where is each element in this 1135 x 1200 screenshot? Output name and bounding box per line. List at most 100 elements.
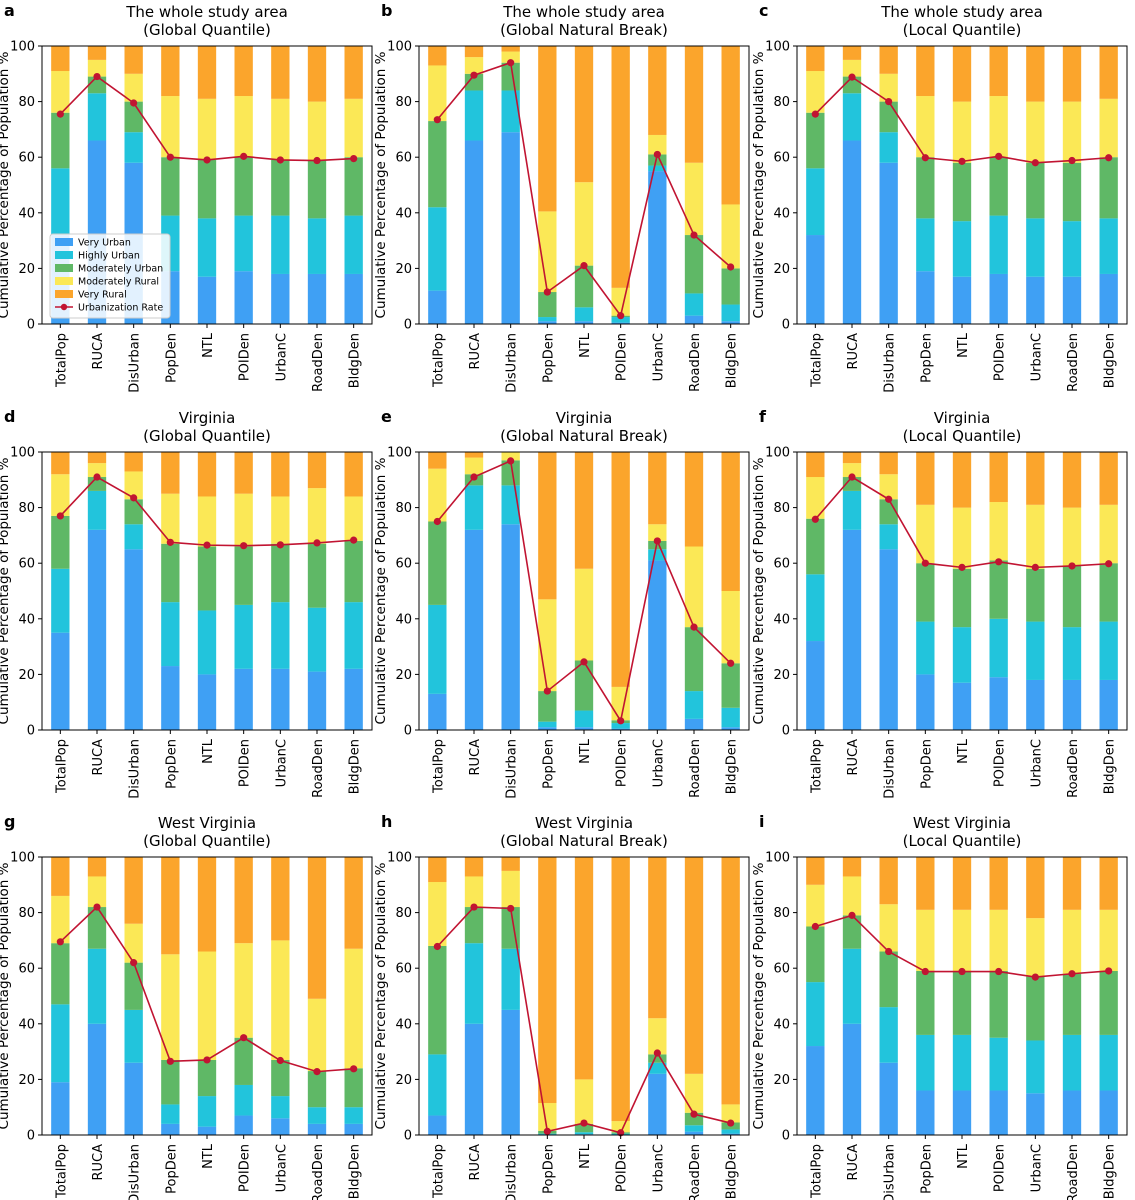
bar-moderately-urban <box>879 951 898 1008</box>
urbanization-rate-point <box>240 1034 248 1042</box>
legend-swatch <box>55 238 73 246</box>
urbanization-rate-point <box>995 967 1003 976</box>
panel-letter: e <box>381 407 392 426</box>
x-tick-label: NTL <box>201 738 216 764</box>
panel-b: b The whole study area(Global Natural Bre… <box>373 1 750 393</box>
bar-very-rural <box>464 857 484 877</box>
bar-very-urban <box>501 132 520 324</box>
bar-highly-urban <box>611 317 630 323</box>
bar-very-urban <box>916 674 935 730</box>
bar-very-rural <box>916 452 935 505</box>
bar-very-urban <box>1099 273 1118 324</box>
bar-very-rural <box>684 46 704 163</box>
bar-moderately-rural <box>307 101 327 160</box>
bar-moderately-urban <box>464 907 484 944</box>
x-tick-label: RoadDen <box>688 333 703 392</box>
bar-very-urban <box>197 276 217 324</box>
y-tick-label: 0 <box>782 1129 790 1144</box>
bar-very-urban <box>721 1133 740 1135</box>
bar-moderately-rural <box>124 923 143 963</box>
bar-very-urban <box>1026 1093 1045 1135</box>
panel-a: a The whole study area(Global Quantile) 0 2… <box>0 1 373 393</box>
bar-very-rural <box>648 857 667 1019</box>
bar-very-rural <box>611 452 630 687</box>
bar-very-rural <box>234 857 253 944</box>
urbanization-rate-point <box>166 1057 174 1065</box>
bar-moderately-urban <box>428 945 447 1055</box>
bar-moderately-rural <box>952 909 972 971</box>
x-tick-label: PopDen <box>541 739 556 789</box>
bar-moderately-urban <box>952 568 972 628</box>
bar-highly-urban <box>464 485 484 530</box>
legend-marker <box>60 303 68 311</box>
y-tick-label: 80 <box>395 95 412 110</box>
legend-swatch <box>55 264 73 272</box>
bar-very-rural <box>721 46 740 205</box>
y-tick-label: 60 <box>773 962 790 977</box>
y-tick-label: 80 <box>18 501 35 516</box>
bar-moderately-urban <box>916 563 935 622</box>
bar-very-rural <box>428 857 447 883</box>
bar-very-rural <box>51 857 70 896</box>
bar-moderately-rural <box>989 502 1008 561</box>
bar-very-rural <box>87 46 107 60</box>
bar-highly-urban <box>501 485 520 525</box>
bar-moderately-rural <box>87 59 107 77</box>
bar-very-urban <box>501 524 520 730</box>
x-tick-label: POIDen <box>615 1144 630 1192</box>
bar-very-urban <box>879 549 898 730</box>
bar-moderately-urban <box>1099 157 1118 219</box>
x-tick-label: RUCA <box>91 333 106 370</box>
bar-very-rural <box>648 46 667 135</box>
urbanization-rate-point <box>727 1119 735 1127</box>
urbanization-rate-point <box>653 150 661 159</box>
chart-subtitle: (Global Quantile) <box>143 427 271 445</box>
x-tick-label: UrbanC <box>651 739 666 787</box>
panel-letter: f <box>759 407 767 426</box>
bar-moderately-urban <box>271 159 290 216</box>
bar-very-rural <box>721 857 740 1105</box>
bar-moderately-urban <box>1026 162 1045 219</box>
bar-highly-urban <box>721 304 740 322</box>
urbanization-rate-point <box>848 73 856 81</box>
bar-moderately-rural <box>842 59 862 77</box>
urbanization-rate-point <box>1068 970 1076 978</box>
x-tick-label: PopDen <box>919 1144 934 1194</box>
bar-highly-urban <box>684 1125 704 1132</box>
bar-very-rural <box>124 46 143 74</box>
bar-very-urban <box>344 668 363 730</box>
bar-very-rural <box>1062 46 1082 102</box>
bar-highly-urban <box>952 221 972 277</box>
bar-moderately-rural <box>464 876 484 908</box>
urbanization-rate-point <box>203 541 211 549</box>
bar-moderately-rural <box>51 71 70 113</box>
x-tick-label: TotalPop <box>431 1144 446 1199</box>
bar-very-urban <box>307 1123 327 1135</box>
bar-moderately-urban <box>1062 973 1082 1035</box>
y-tick-label: 100 <box>765 446 790 461</box>
bar-very-rural <box>538 46 557 212</box>
x-tick-label: BldgDen <box>1103 739 1118 794</box>
urbanization-rate-point <box>921 559 929 567</box>
bar-highly-urban <box>197 218 217 277</box>
bar-very-urban <box>648 560 667 730</box>
bar-moderately-rural <box>344 496 363 541</box>
urbanization-rate-point <box>130 494 138 502</box>
bar-highly-urban <box>806 574 825 642</box>
bar-highly-urban <box>879 524 898 550</box>
bar-moderately-urban <box>307 543 327 608</box>
bar-moderately-rural <box>684 162 704 236</box>
bar-highly-urban <box>271 602 290 669</box>
x-tick-label: TotalPop <box>809 739 824 794</box>
y-tick-label: 40 <box>395 206 412 221</box>
urbanization-rate-point <box>350 536 358 544</box>
urbanization-rate-point <box>617 717 625 725</box>
bar-moderately-rural <box>952 101 972 163</box>
bar-very-urban <box>1062 276 1082 324</box>
bar-very-urban <box>1099 679 1118 730</box>
bar-very-urban <box>197 674 217 730</box>
x-tick-label: POIDen <box>238 739 253 787</box>
bar-highly-urban <box>87 93 107 141</box>
y-axis-label: Cumulative Percentage of Population % <box>751 862 767 1129</box>
urbanization-rate-point <box>130 99 138 107</box>
